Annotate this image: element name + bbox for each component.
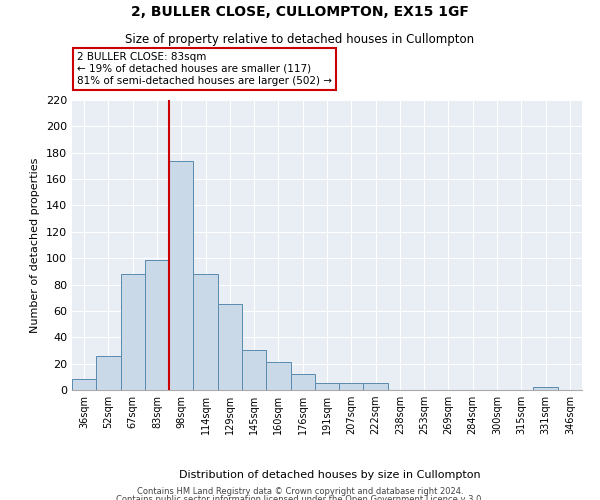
Text: Contains public sector information licensed under the Open Government Licence v : Contains public sector information licen…: [116, 495, 484, 500]
Bar: [145, 260, 169, 390]
Text: 2 BULLER CLOSE: 83sqm
← 19% of detached houses are smaller (117)
81% of semi-det: 2 BULLER CLOSE: 83sqm ← 19% of detached …: [77, 52, 332, 86]
Bar: [364, 384, 388, 390]
Bar: [266, 362, 290, 390]
Bar: [533, 388, 558, 390]
Bar: [72, 380, 96, 390]
Bar: [96, 356, 121, 390]
Bar: [218, 304, 242, 390]
Text: Distribution of detached houses by size in Cullompton: Distribution of detached houses by size …: [179, 470, 481, 480]
Text: 2, BULLER CLOSE, CULLOMPTON, EX15 1GF: 2, BULLER CLOSE, CULLOMPTON, EX15 1GF: [131, 5, 469, 19]
Bar: [169, 160, 193, 390]
Bar: [339, 384, 364, 390]
Text: Contains HM Land Registry data © Crown copyright and database right 2024.: Contains HM Land Registry data © Crown c…: [137, 488, 463, 496]
Text: Size of property relative to detached houses in Cullompton: Size of property relative to detached ho…: [125, 32, 475, 46]
Bar: [193, 274, 218, 390]
Bar: [315, 384, 339, 390]
Bar: [290, 374, 315, 390]
Y-axis label: Number of detached properties: Number of detached properties: [31, 158, 40, 332]
Bar: [121, 274, 145, 390]
Bar: [242, 350, 266, 390]
